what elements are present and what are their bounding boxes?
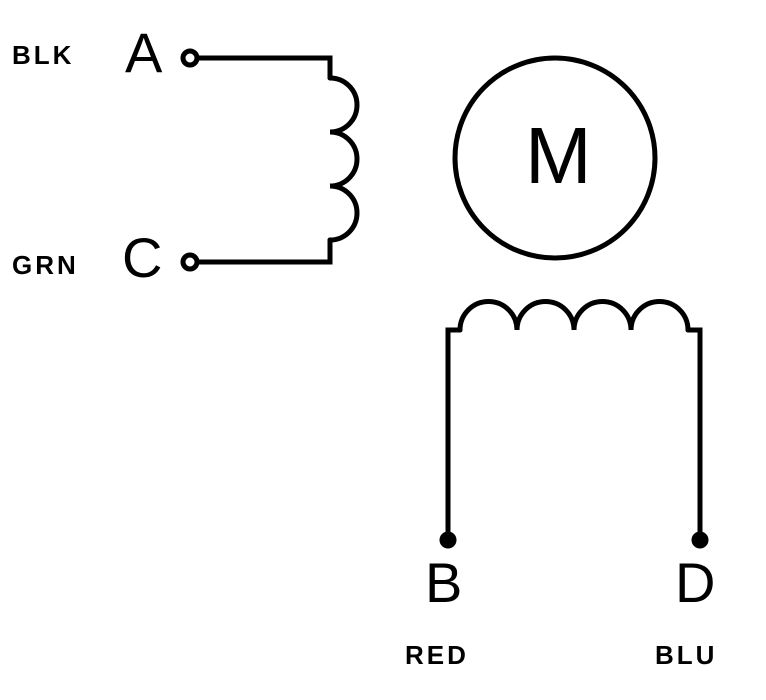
coil-vertical-icon — [330, 78, 357, 240]
terminal-d-node-icon — [694, 534, 706, 546]
schematic-svg — [0, 0, 766, 700]
motor-circle-icon — [455, 58, 655, 258]
wire-a-to-coil — [198, 58, 330, 78]
terminal-c-node-icon — [183, 255, 197, 269]
wire-coil-to-c — [198, 240, 330, 262]
wire-b-to-coil — [448, 330, 460, 540]
coil-horizontal-icon — [460, 301, 688, 330]
terminal-a-node-icon — [183, 51, 197, 65]
schematic-canvas: BLK GRN RED BLU A C B D M — [0, 0, 766, 700]
wire-coil-to-d — [688, 330, 700, 540]
